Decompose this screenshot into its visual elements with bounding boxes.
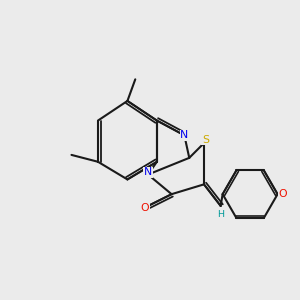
Text: N: N — [180, 130, 188, 140]
Text: N: N — [144, 167, 152, 177]
Text: H: H — [217, 210, 224, 219]
Text: S: S — [202, 135, 209, 145]
Text: O: O — [141, 203, 149, 213]
Text: O: O — [279, 189, 287, 199]
